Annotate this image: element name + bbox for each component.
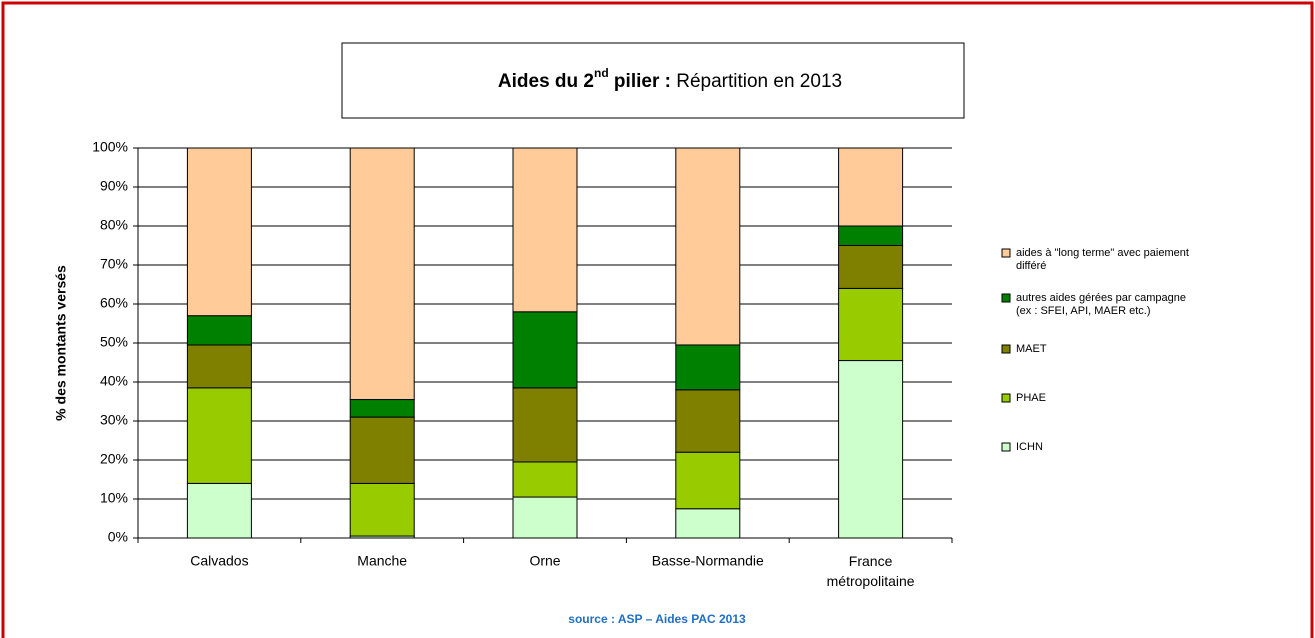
bar-segment (512, 387, 578, 463)
y-tick-label: 30% (100, 412, 128, 428)
bar-segment (675, 344, 741, 391)
legend-swatch (1001, 344, 1011, 354)
bar-segment (512, 311, 578, 389)
y-tick-label: 0% (108, 529, 128, 545)
y-tick-label: 10% (100, 490, 128, 506)
y-tick-label: 80% (100, 217, 128, 233)
legend-swatch (1001, 393, 1011, 403)
x-tick-label: Basse-Normandie (652, 553, 764, 569)
x-tick-label: Calvados (190, 553, 248, 569)
y-axis-label: % des montants versés (53, 265, 69, 421)
y-tick-label: 40% (100, 373, 128, 389)
bar-segment (838, 360, 904, 539)
x-tick-label: France métropolitaine (827, 553, 915, 589)
y-tick-label: 70% (100, 256, 128, 272)
legend-label: MAET (1016, 343, 1047, 355)
x-tick-label: Orne (529, 553, 560, 569)
bar-segment (838, 287, 904, 362)
bar-segment (512, 496, 578, 539)
bar-segment (186, 344, 252, 389)
bar-segment (512, 461, 578, 498)
bar-segment (675, 508, 741, 539)
chart-title: Aides du 2nd pilier : Répartition en 201… (498, 66, 842, 92)
y-tick-label: 90% (100, 178, 128, 194)
bar-segment (838, 147, 904, 227)
legend-label: PHAE (1016, 392, 1046, 404)
bar-segment (838, 245, 904, 289)
bar-segment (349, 416, 415, 484)
bar-segment (675, 389, 741, 453)
bar-segment (349, 482, 415, 537)
title-box (341, 42, 965, 119)
legend-swatch (1001, 442, 1011, 452)
bar-segment (186, 482, 252, 539)
y-tick-label: 50% (100, 334, 128, 350)
bar-segment (186, 147, 252, 317)
bar-segment (186, 315, 252, 346)
legend-label: aides à "long terme" avec paiement différ… (1016, 247, 1189, 272)
bar-segment (512, 147, 578, 313)
legend-swatch (1001, 293, 1011, 303)
y-tick-label: 20% (100, 451, 128, 467)
legend-label: ICHN (1016, 441, 1043, 453)
bar-segment (186, 387, 252, 484)
legend-swatch (1001, 248, 1011, 258)
x-tick-label: Manche (357, 553, 407, 569)
bar-segment (675, 451, 741, 510)
y-tick-label: 60% (100, 295, 128, 311)
y-tick-label: 100% (92, 139, 128, 155)
bar-segment (838, 225, 904, 246)
legend-label: autres aides gérées par campagne (ex : SF… (1016, 292, 1186, 317)
bar-segment (675, 147, 741, 346)
source: source : ASP – Aides PAC 2013 (568, 612, 746, 626)
bar-segment (349, 147, 415, 401)
bar-segment (349, 399, 415, 418)
